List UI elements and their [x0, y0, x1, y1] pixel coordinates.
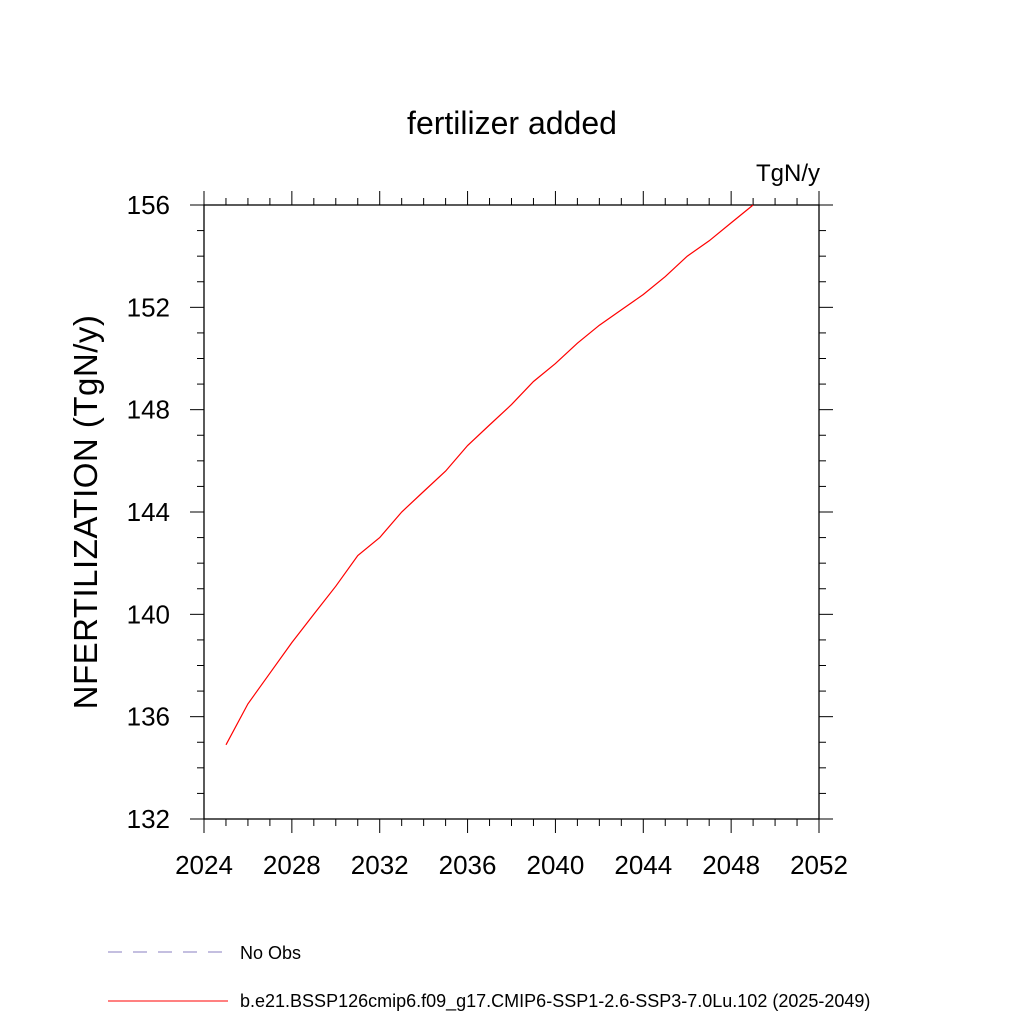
x-tick-label: 2044	[614, 850, 672, 880]
y-tick-label: 148	[127, 395, 170, 425]
series-layer	[225, 204, 754, 746]
y-tick-label: 152	[127, 292, 170, 322]
y-axis-label: NFERTILIZATION (TgN/y)	[67, 315, 104, 710]
x-tick-label: 2024	[175, 850, 233, 880]
legend-series-label: b.e21.BSSP126cmip6.f09_g17.CMIP6-SSP1-2.…	[240, 991, 870, 1012]
x-tick-label: 2028	[263, 850, 321, 880]
y-tick-label: 132	[127, 804, 170, 834]
y-tick-label: 144	[127, 497, 170, 527]
x-tick-label: 2032	[351, 850, 409, 880]
series-line-0	[225, 204, 754, 746]
legend: No Obs b.e21.BSSP126cmip6.f09_g17.CMIP6-…	[108, 943, 870, 1012]
axis-ticks: 2024 2028 2032 2036 2040 2044 2048 2052 132 136 14…	[127, 190, 848, 880]
x-tick-label: 2052	[790, 850, 848, 880]
x-tick-label: 2048	[702, 850, 760, 880]
chart-title: fertilizer added	[407, 105, 617, 141]
x-tick-label: 2040	[527, 850, 585, 880]
legend-no-obs-label: No Obs	[240, 943, 301, 963]
y-tick-label: 140	[127, 599, 170, 629]
plot-frame	[203, 204, 820, 820]
x-tick-label: 2036	[439, 850, 497, 880]
y-tick-label: 156	[127, 190, 170, 220]
y-tick-label: 136	[127, 702, 170, 732]
units-label: TgN/y	[756, 160, 820, 187]
